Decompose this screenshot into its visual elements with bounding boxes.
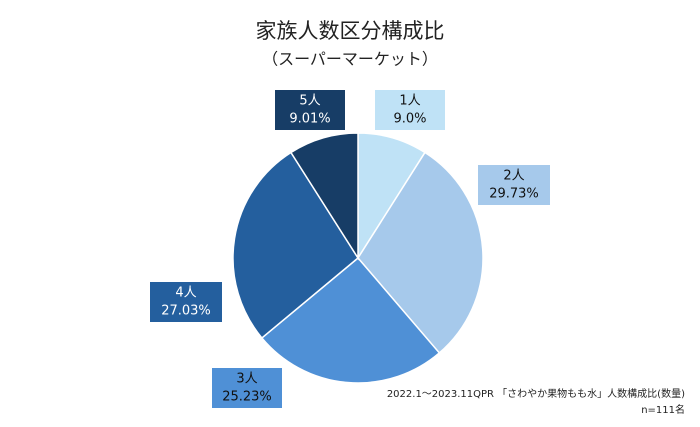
category-label: 2人 (503, 169, 524, 184)
value-label: 27.03% (161, 304, 211, 319)
label-box (478, 165, 550, 205)
category-label: 5人 (299, 94, 320, 109)
value-label: 29.73% (489, 187, 539, 202)
category-label: 4人 (175, 286, 196, 301)
category-label: 3人 (236, 372, 257, 387)
pie-slice (260, 256, 441, 384)
footnote: 2022.1～2023.11QPR 「さわやか果物もも水」人数構成比(数量) (387, 387, 685, 400)
value-label: 9.0% (393, 112, 426, 127)
value-label: 9.01% (289, 112, 330, 127)
label-box (275, 90, 345, 130)
pie-slice (289, 132, 359, 261)
label-box (212, 368, 282, 408)
pie-slice (357, 151, 484, 355)
chart-subtitle: （スーパーマーケット） (262, 50, 438, 69)
value-label: 25.23% (222, 390, 272, 405)
chart-title: 家族人数区分構成比 (256, 19, 445, 43)
pie-slice (232, 151, 359, 339)
footnote: n=111名 (641, 403, 685, 416)
label-box (150, 282, 222, 322)
category-label: 1人 (399, 94, 420, 109)
label-box (375, 90, 445, 130)
